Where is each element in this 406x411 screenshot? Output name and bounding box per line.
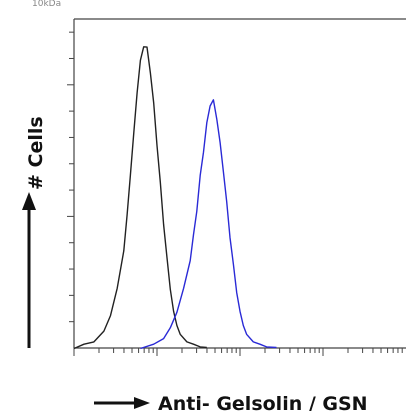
- x-axis-label-text: Anti- Gelsolin / GSN: [158, 393, 368, 411]
- y-axis-label-text: # Cells: [25, 116, 47, 190]
- y-arrow-head: [22, 192, 36, 210]
- control-histogram-line: [73, 46, 207, 350]
- x-tick-marks: [73, 348, 403, 356]
- x-arrow-head: [134, 397, 150, 409]
- y-axis-label: # Cells: [22, 116, 47, 348]
- plot-frame: [73, 18, 406, 349]
- x-axis-label: Anti- Gelsolin / GSN: [94, 393, 368, 411]
- top-caption: 10kDa: [32, 0, 61, 9]
- y-tick-marks: [67, 31, 74, 323]
- anti-gelsolin-histogram-line: [140, 99, 277, 350]
- series-layer: [73, 46, 277, 350]
